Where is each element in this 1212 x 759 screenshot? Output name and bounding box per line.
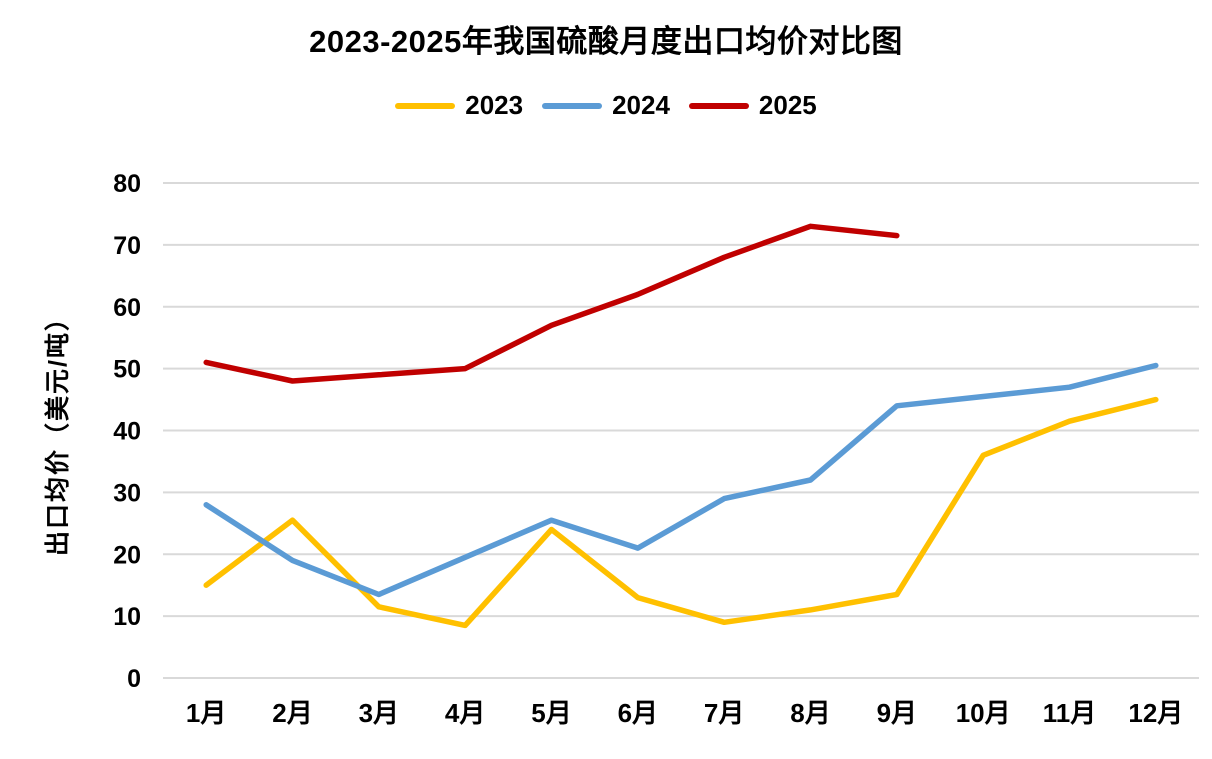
x-tick-label: 11月 [1043,698,1097,728]
series-line-2024 [203,362,1159,598]
chart-legend: 2023 2024 2025 [0,90,1212,121]
y-tick-label: 10 [113,603,141,631]
legend-swatch-2024-icon [542,102,603,109]
series-lines [203,223,1159,629]
legend-label-2025: 2025 [758,90,817,120]
chart-title: 2023-2025年我国硫酸月度出口均价对比图 [309,24,903,59]
y-tick-label: 80 [113,170,141,198]
series-line-2023 [203,396,1159,629]
y-axis-tick-labels: 0 10 20 30 40 50 60 70 80 [113,170,141,693]
x-tick-label: 3月 [359,698,399,728]
series-line-2025 [203,223,900,384]
x-tick-label: 4月 [445,698,485,728]
legend-label-2024: 2024 [612,90,670,120]
y-tick-label: 0 [127,665,141,693]
y-tick-label: 50 [113,356,141,384]
y-tick-label: 70 [113,232,141,260]
x-tick-label: 2月 [272,698,312,728]
x-tick-label: 1月 [186,698,226,728]
x-tick-label: 6月 [618,698,658,728]
legend-swatch-2025-icon [688,102,749,109]
x-axis-tick-labels: 1月 2月 3月 4月 5月 6月 7月 8月 9月 10月 11月 12月 [186,698,1183,728]
x-tick-label: 5月 [531,698,571,728]
x-tick-label: 7月 [704,698,744,728]
y-tick-label: 40 [113,418,141,446]
x-tick-label: 12月 [1128,698,1183,728]
y-tick-label: 20 [113,541,141,569]
y-axis-title: 出口均价（美元/吨） [43,304,72,556]
legend-item-2025: 2025 [688,90,817,121]
x-tick-label: 10月 [956,698,1011,728]
legend-label-2023: 2023 [465,90,524,120]
gridlines [163,182,1199,679]
y-tick-label: 30 [113,479,141,507]
x-tick-label: 9月 [877,698,917,728]
y-tick-label: 60 [113,294,141,322]
legend-item-2024: 2024 [542,90,670,121]
legend-item-2023: 2023 [395,90,523,121]
x-tick-label: 8月 [790,698,830,728]
legend-swatch-2023-icon [395,102,456,109]
